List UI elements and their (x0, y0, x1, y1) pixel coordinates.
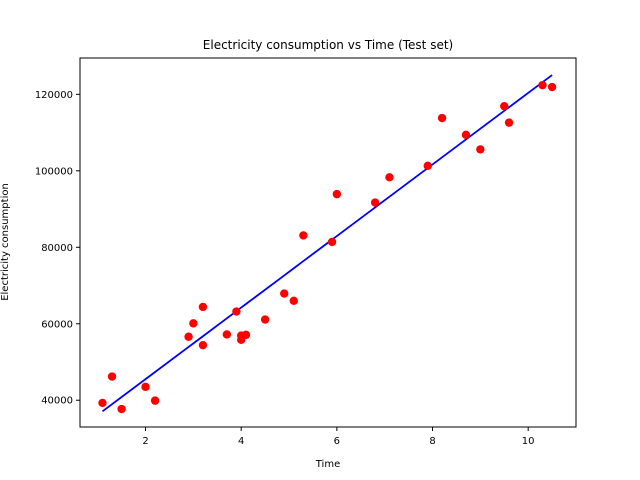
data-point (547, 82, 557, 92)
data-point (107, 372, 117, 381)
axes-frame (79, 57, 577, 428)
regression-line (101, 74, 553, 413)
data-point (500, 101, 509, 111)
data-point (423, 161, 432, 171)
data-point (280, 289, 289, 298)
data-point (150, 396, 160, 405)
data-point (437, 113, 447, 123)
data-point (327, 237, 337, 247)
data-point (198, 302, 208, 312)
y-tick-label: 80000 (41, 243, 73, 254)
x-axis-title: Time (315, 459, 340, 470)
y-tick-label: 120000 (35, 90, 73, 101)
y-tick-label: 40000 (41, 396, 73, 407)
plot-area: 2 4 6 8 10 40000 60000 80000 100000 120000 (35, 57, 577, 447)
data-point (299, 231, 308, 240)
data-point (461, 130, 471, 140)
data-point (241, 330, 251, 340)
data-point (385, 173, 394, 182)
x-tick-label: 4 (238, 436, 244, 447)
y-axis-title: Electricity consumption (0, 183, 11, 301)
data-point (260, 315, 270, 324)
data-point (198, 340, 208, 350)
data-point (289, 296, 298, 306)
data-point (370, 198, 380, 207)
chart-title: Electricity consumption vs Time (Test se… (203, 38, 453, 52)
data-point (476, 145, 485, 154)
x-tick-label: 8 (429, 436, 435, 447)
data-point (184, 332, 193, 341)
data-point (141, 382, 150, 392)
data-point (98, 398, 107, 408)
data-point (504, 118, 514, 127)
data-point (189, 319, 198, 328)
x-tick-label: 6 (334, 436, 340, 447)
data-point (332, 189, 342, 199)
x-tick-label: 2 (142, 436, 148, 447)
data-point (538, 80, 547, 90)
y-tick-label: 60000 (41, 319, 73, 330)
data-point (232, 307, 241, 316)
x-tick-label: 10 (522, 436, 535, 447)
y-tick-label: 100000 (35, 166, 73, 177)
data-point (117, 404, 126, 414)
data-point (222, 330, 232, 339)
